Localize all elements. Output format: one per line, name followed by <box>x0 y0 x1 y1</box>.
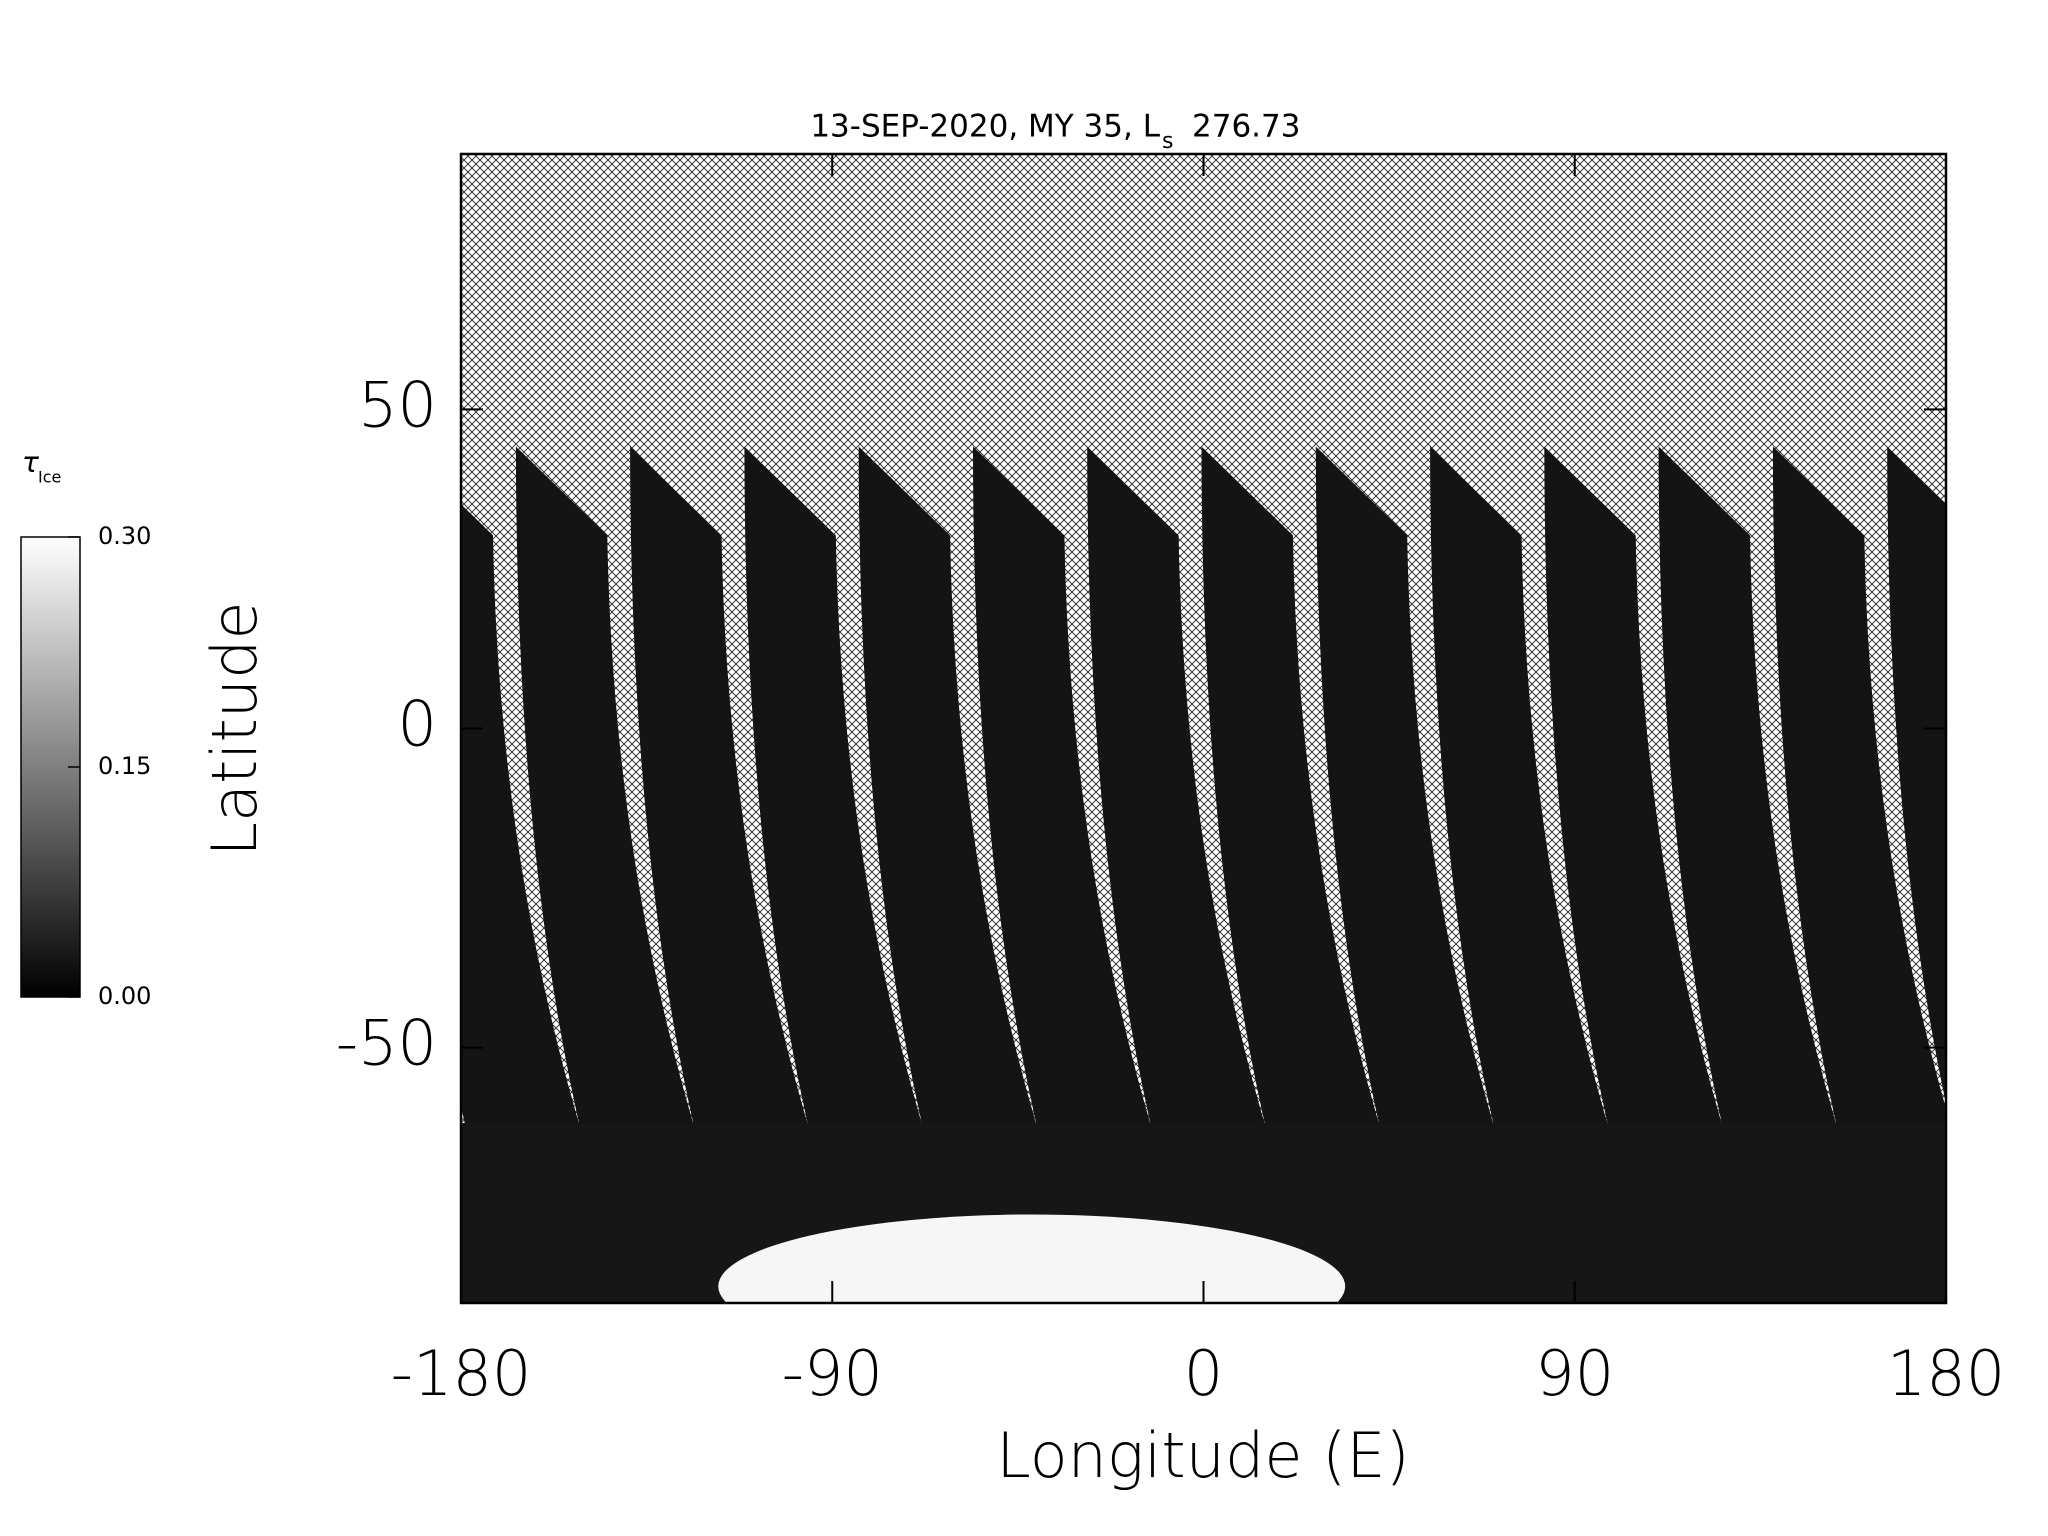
swath <box>1430 446 1646 1254</box>
swath <box>1658 446 1875 1254</box>
x-tick-label: 180 <box>1887 1337 2005 1410</box>
swath <box>1201 446 1417 1254</box>
swath <box>630 446 846 1254</box>
y-tick-label: 0 <box>398 688 437 761</box>
chart-title: 13-SEP-2020, MY 35, L <box>810 109 1160 145</box>
colorbar-label-subscript: Ice <box>38 468 61 487</box>
swath <box>1544 446 1760 1254</box>
swath <box>2001 447 2048 1254</box>
swath <box>1315 446 1532 1254</box>
y-tick-label: 50 <box>358 368 437 441</box>
x-axis-label: Longitude (E) <box>996 1419 1409 1492</box>
y-axis-label: Latitude <box>198 601 271 856</box>
x-tick-label: 90 <box>1535 1337 1614 1410</box>
x-tick-label: 0 <box>1184 1337 1223 1410</box>
x-tick-label: -180 <box>391 1337 532 1410</box>
swath <box>461 504 618 1254</box>
colorbar-tick-label: 0.15 <box>98 752 151 780</box>
swath <box>744 446 960 1254</box>
swaths <box>461 446 2048 1303</box>
colorbar-tick-label: 0.00 <box>98 982 151 1010</box>
swath <box>858 446 1075 1254</box>
swath <box>1087 446 1303 1254</box>
chart-title-subscript: s <box>1162 129 1173 154</box>
polar-cap <box>718 1214 1346 1303</box>
colorbar-tick-label: 0.30 <box>98 522 151 550</box>
swath <box>1887 446 1946 1104</box>
y-tick-label: -50 <box>336 1007 437 1080</box>
x-tick-label: -90 <box>782 1337 883 1410</box>
chart-title-suffix: 276.73 <box>1192 109 1300 145</box>
swath <box>973 446 1189 1254</box>
colorbar-label: τ <box>22 446 39 479</box>
swath <box>1772 446 1946 1254</box>
swath <box>515 446 732 1254</box>
